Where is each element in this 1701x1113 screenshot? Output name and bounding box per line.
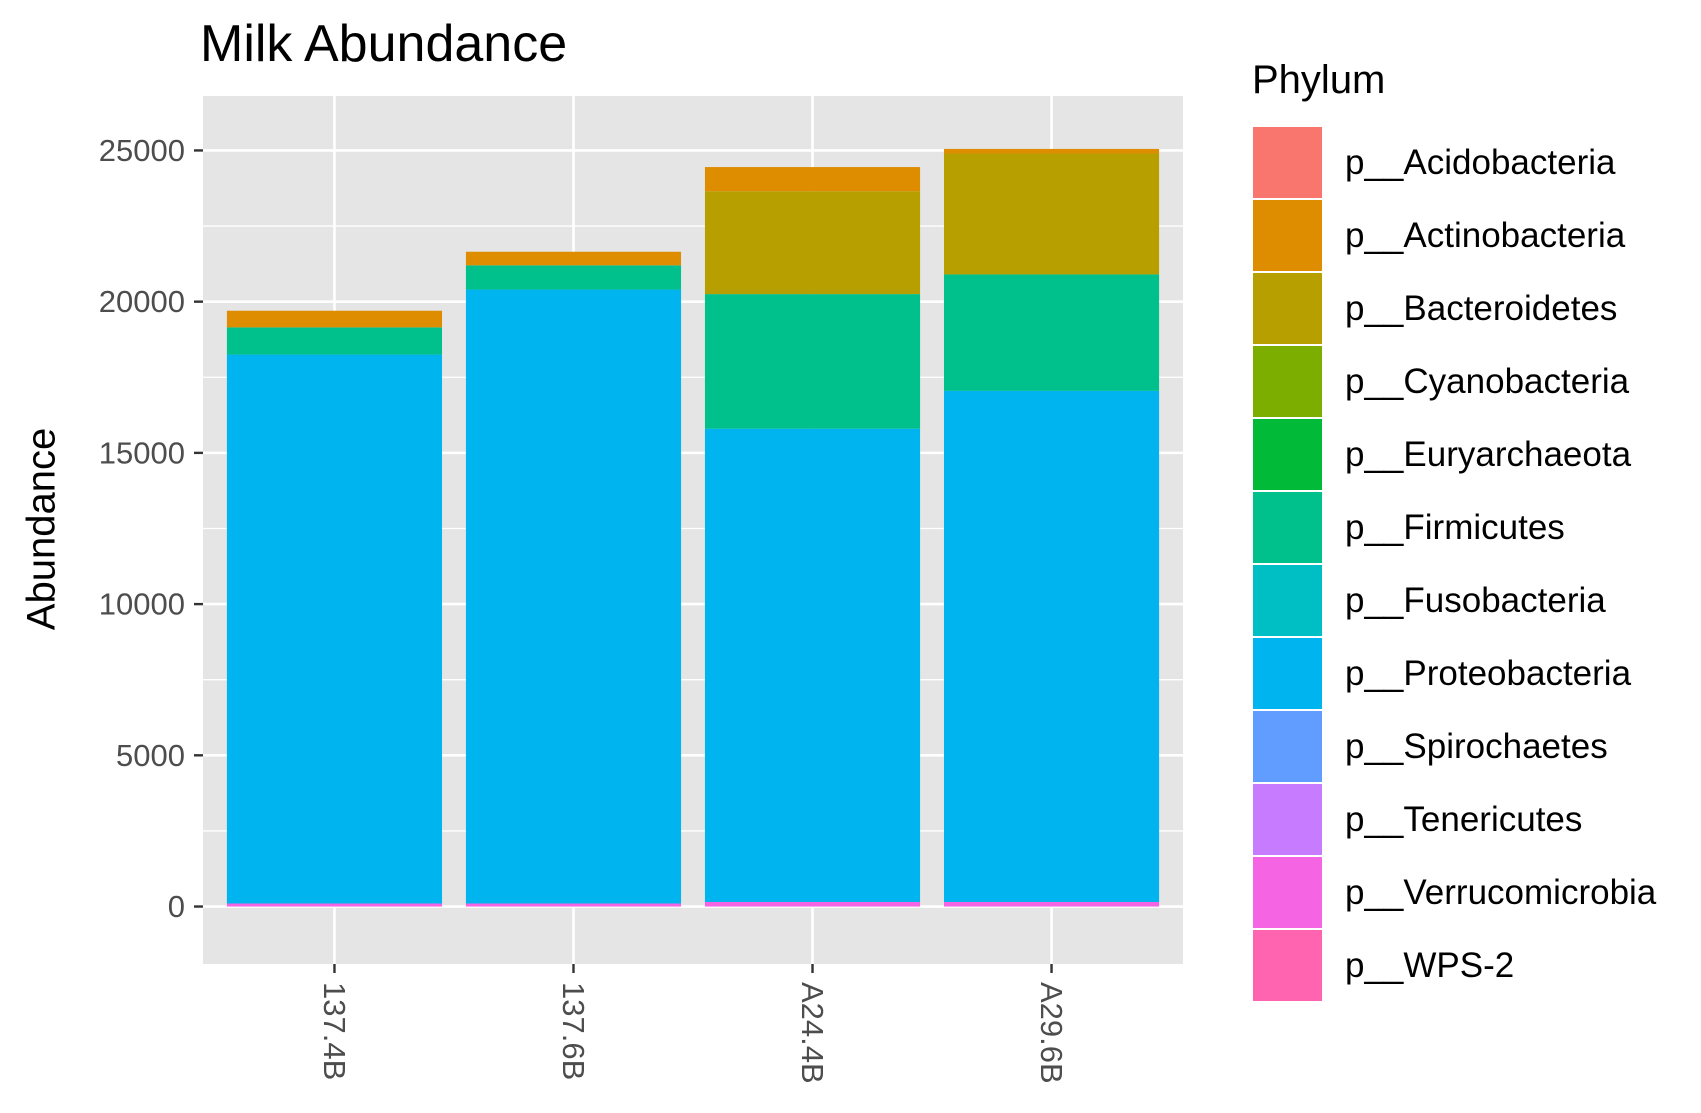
x-tick-label: A29.6B xyxy=(1034,982,1069,1084)
y-tick-label: 10000 xyxy=(99,587,185,622)
chart-title: Milk Abundance xyxy=(200,15,568,73)
legend: p__Acidobacteria p__Actinobacteria p__Bact… xyxy=(1252,126,1656,1002)
bar-segment xyxy=(226,310,443,328)
bar-segment xyxy=(704,294,921,429)
legend-swatch xyxy=(1252,856,1323,929)
bar-segment xyxy=(943,274,1160,391)
legend-item: p__Verrucomicrobia xyxy=(1252,856,1656,929)
legend-item: p__Cyanobacteria xyxy=(1252,345,1656,418)
legend-label: p__Firmicutes xyxy=(1345,507,1565,547)
stacked-bars xyxy=(226,148,1160,907)
bar-segment xyxy=(465,265,682,290)
x-tick-label: 137.4B xyxy=(317,982,352,1080)
bar-segment xyxy=(704,428,921,902)
legend-swatch xyxy=(1252,710,1323,783)
bar-segment xyxy=(704,191,921,295)
legend-swatch xyxy=(1252,783,1323,856)
bar-segment xyxy=(465,251,682,266)
legend-item: p__Spirochaetes xyxy=(1252,710,1656,783)
bar-segment xyxy=(226,354,443,904)
bar-segment xyxy=(465,903,682,907)
legend-label: p__Verrucomicrobia xyxy=(1345,872,1657,912)
legend-item: p__Actinobacteria xyxy=(1252,199,1656,272)
bar-segment xyxy=(704,167,921,192)
legend-swatch xyxy=(1252,637,1323,710)
y-tick-label: 15000 xyxy=(99,435,185,470)
legend-item: p__Fusobacteria xyxy=(1252,564,1656,637)
legend-item: p__WPS-2 xyxy=(1252,929,1656,1002)
legend-label: p__WPS-2 xyxy=(1345,945,1515,985)
bar-segment xyxy=(226,327,443,355)
legend-swatch xyxy=(1252,345,1323,418)
legend-label: p__Fusobacteria xyxy=(1345,580,1606,620)
legend-swatch xyxy=(1252,126,1323,199)
y-tick-label: 20000 xyxy=(99,284,185,319)
legend-label: p__Actinobacteria xyxy=(1345,215,1626,255)
legend-label: p__Tenericutes xyxy=(1345,799,1583,839)
y-tick-label: 25000 xyxy=(99,133,185,168)
legend-label: p__Euryarchaeota xyxy=(1345,434,1632,474)
legend-label: p__Bacteroidetes xyxy=(1345,288,1618,328)
legend-swatch xyxy=(1252,564,1323,637)
legend-swatch xyxy=(1252,272,1323,345)
x-tick-label: A24.4B xyxy=(795,982,830,1084)
legend-label: p__Cyanobacteria xyxy=(1345,361,1630,401)
legend-item: p__Firmicutes xyxy=(1252,491,1656,564)
legend-item: p__Euryarchaeota xyxy=(1252,418,1656,491)
legend-swatch xyxy=(1252,199,1323,272)
legend-item: p__Acidobacteria xyxy=(1252,126,1656,199)
legend-label: p__Acidobacteria xyxy=(1345,142,1616,182)
bar-segment xyxy=(943,148,1160,154)
legend-swatch xyxy=(1252,418,1323,491)
legend-item: p__Tenericutes xyxy=(1252,783,1656,856)
legend-swatch xyxy=(1252,491,1323,564)
y-tick-label: 0 xyxy=(168,889,185,924)
legend-item: p__Proteobacteria xyxy=(1252,637,1656,710)
legend-title: Phylum xyxy=(1252,58,1386,102)
legend-label: p__Proteobacteria xyxy=(1345,653,1632,693)
bar-segment xyxy=(704,902,921,907)
bar-segment xyxy=(943,390,1160,902)
y-axis-label: Abundance xyxy=(19,427,64,631)
y-tick-label: 5000 xyxy=(116,738,185,773)
bar-segment xyxy=(943,902,1160,907)
y-axis: 0 5000 10000 15000 20000 25000 xyxy=(99,133,203,924)
x-tick-label: 137.6B xyxy=(556,982,591,1080)
x-axis: 137.4B 137.6B A24.4B A29.6B xyxy=(317,964,1069,1084)
legend-label: p__Spirochaetes xyxy=(1345,726,1608,766)
bar-segment xyxy=(943,153,1160,275)
bar-segment xyxy=(465,289,682,904)
bar-segment xyxy=(226,903,443,907)
legend-swatch xyxy=(1252,929,1323,1002)
legend-item: p__Bacteroidetes xyxy=(1252,272,1656,345)
